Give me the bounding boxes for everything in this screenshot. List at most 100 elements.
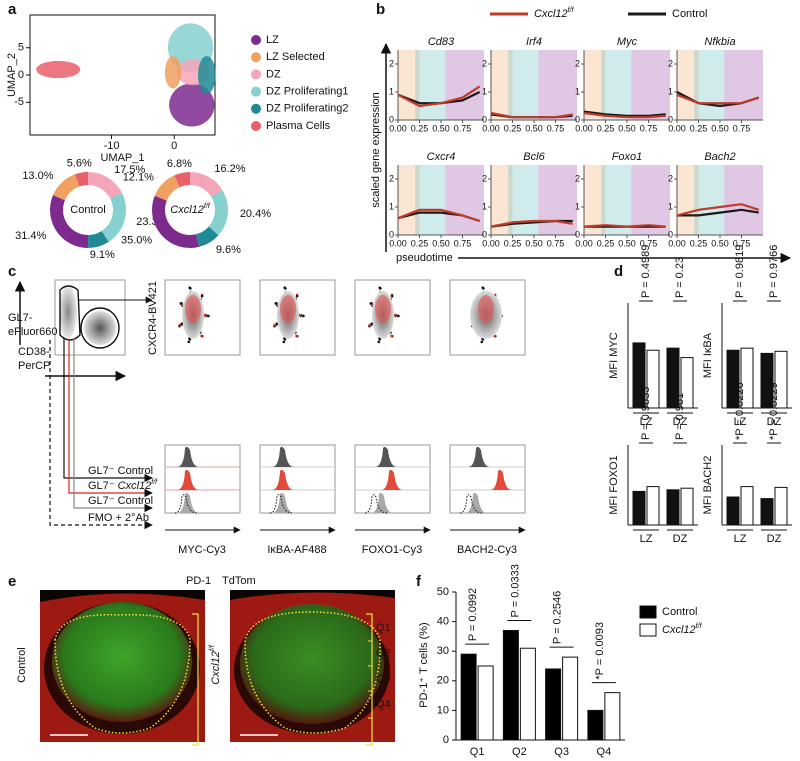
donut-slice <box>88 172 122 199</box>
y-tick-label: 0 <box>668 114 673 124</box>
y-axis-label: scaled gene expression <box>370 92 382 208</box>
y-axis-label: CXCR4-BV421 <box>147 281 159 355</box>
cell-density <box>724 50 763 120</box>
x-tick-label: LZ <box>734 416 747 428</box>
bar <box>646 349 660 409</box>
histogram <box>272 446 294 467</box>
x-axis-label: IκBA-AF488 <box>267 544 326 556</box>
p-value: P = 0.9766 <box>768 245 780 298</box>
x-tick-label: LZ <box>640 533 653 545</box>
p-value: *P = 0.0229 <box>768 382 780 440</box>
bar <box>666 489 680 526</box>
legend-swatch <box>251 52 261 63</box>
y-tick-label: 2 <box>575 58 580 68</box>
cluster-cloud <box>198 56 216 94</box>
plot-title: Nfkbia <box>704 36 735 48</box>
donut-slice <box>101 192 127 242</box>
x-axis-label: MYC-Cy3 <box>178 544 226 556</box>
x-tick-label: 0.25 <box>690 123 708 133</box>
y-tick-label: 1 <box>575 201 580 211</box>
gate-label: FMO + 2°Ab <box>88 512 149 524</box>
donut-slice <box>208 190 228 236</box>
panel-label: e <box>8 573 16 590</box>
plot-title: Bcl6 <box>523 151 545 163</box>
plot-title: Cxcr4 <box>427 151 456 163</box>
x-axis-label: FOXO1-Cy3 <box>362 544 423 556</box>
slice-label: 13.0% <box>22 170 53 182</box>
legend-swatch <box>251 35 261 45</box>
stain-label: PD-1 <box>186 575 211 587</box>
bar <box>726 496 740 526</box>
x-tick-label: 0.25 <box>690 238 708 248</box>
legend-label-part: f/f <box>696 623 703 630</box>
panel-label: b <box>376 1 385 18</box>
x-tick-label: 0.75 <box>547 238 565 248</box>
y-tick-label: 2 <box>668 173 673 183</box>
connector <box>73 338 153 513</box>
slice-label: 35.0% <box>121 235 152 247</box>
legend-label: Cxcl12f/f <box>662 623 703 636</box>
cell-dot <box>482 287 485 290</box>
trend-line <box>397 85 481 108</box>
cell-cloud <box>478 295 494 323</box>
cell-cloud <box>84 311 116 345</box>
bar <box>740 347 754 409</box>
cell-dot <box>390 294 394 298</box>
cell-dot <box>397 314 400 318</box>
cell-dot <box>377 340 381 344</box>
legend-label: LZ <box>266 34 279 46</box>
axis-label: eFluor660 <box>8 326 58 338</box>
slice-label: 17.5% <box>114 164 145 176</box>
cell-dot <box>275 302 278 305</box>
cell-density <box>631 165 670 235</box>
bar <box>666 347 680 409</box>
trend-line <box>583 111 666 119</box>
condition-label-part: Control <box>16 647 28 682</box>
p-value: P = 0.0992 <box>467 588 479 641</box>
legend-label: DZ Proliferating2 <box>266 103 349 115</box>
connector <box>49 340 153 530</box>
histogram <box>364 494 388 514</box>
y-tick-label: 0 <box>668 229 673 239</box>
flow-plot <box>259 444 336 514</box>
donut-slice <box>195 226 219 247</box>
donut-slice <box>174 172 190 188</box>
bar <box>726 349 740 409</box>
cell-density <box>677 165 699 235</box>
trend-line <box>397 208 481 223</box>
bar <box>760 498 774 526</box>
x-tick-label: 0.25 <box>411 123 429 133</box>
tissue-images <box>40 590 395 746</box>
cell-dot <box>180 302 183 305</box>
histogram <box>177 446 199 467</box>
axis-label: PerCP <box>18 360 50 372</box>
x-tick-label: 0.00 <box>668 123 686 133</box>
quartile-label: Q4 <box>376 698 391 710</box>
y-tick-label: 50 <box>437 586 449 598</box>
histogram <box>272 492 294 513</box>
legend-swatch <box>251 86 261 97</box>
gate <box>80 307 120 349</box>
cell-dot <box>368 323 372 327</box>
bar <box>740 486 754 526</box>
cell-cloud <box>280 295 296 323</box>
slice-label: 6.8% <box>167 158 192 170</box>
plot-title: Bach2 <box>704 151 735 163</box>
plot-title: Foxo1 <box>612 151 643 163</box>
x-tick-label: 0.75 <box>640 238 658 248</box>
cell-dot <box>180 322 184 326</box>
cell-dot <box>394 314 397 318</box>
x-tick-label: -10 <box>104 140 120 152</box>
connector <box>68 340 153 498</box>
histogram <box>459 494 483 514</box>
bar <box>632 490 646 526</box>
gate-label: GL7⁻ Cxcl12f/f <box>88 479 158 492</box>
x-tick-label: 0.25 <box>597 123 615 133</box>
trend-line <box>676 203 760 217</box>
legend-label-part: Cxcl12 <box>662 624 696 636</box>
bar <box>632 342 646 409</box>
cell-density <box>584 165 606 235</box>
x-axis-label: UMAP_1 <box>100 152 144 164</box>
legend-label-part: Control <box>662 606 697 618</box>
trend-line <box>676 93 760 105</box>
